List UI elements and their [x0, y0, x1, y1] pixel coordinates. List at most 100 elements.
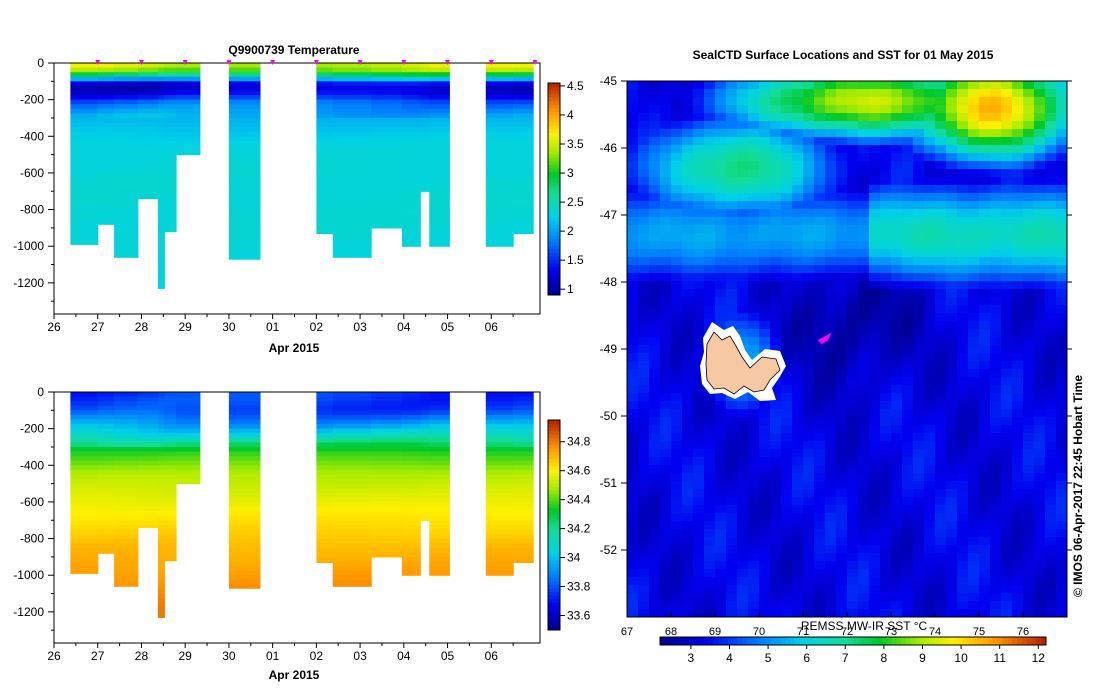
- sst-cell: [891, 521, 903, 530]
- sst-cell: [759, 601, 771, 610]
- sst-cell: [847, 241, 859, 250]
- sst-cell: [792, 161, 804, 170]
- sst-cell: [682, 433, 694, 442]
- section-cell: [429, 561, 450, 567]
- section-cell: [316, 163, 334, 169]
- sst-cell: [869, 585, 881, 594]
- sst-cell: [660, 609, 672, 617]
- sst-cell: [858, 137, 870, 146]
- section-cell: [157, 177, 165, 183]
- sst-cell: [638, 185, 650, 194]
- section-cell: [316, 419, 334, 425]
- sst-cell: [891, 441, 903, 450]
- sst-cell: [858, 353, 870, 362]
- sst-cell: [891, 105, 903, 114]
- sst-cell: [957, 193, 969, 202]
- section-cell: [228, 414, 261, 421]
- sst-cell: [858, 337, 870, 346]
- sst-cell: [924, 185, 936, 194]
- section-cell: [164, 205, 177, 211]
- sst-cell: [638, 577, 650, 586]
- sst-cell: [1045, 473, 1057, 482]
- section-cell: [316, 113, 334, 119]
- sst-cell: [660, 305, 672, 314]
- sst-cell: [671, 313, 683, 322]
- sst-cell: [671, 297, 683, 306]
- sst-cell: [924, 177, 936, 186]
- sst-cell: [748, 577, 760, 586]
- sst-cell: [1034, 321, 1046, 330]
- sst-cell: [880, 337, 892, 346]
- section-cell: [114, 145, 139, 151]
- sst-cell: [836, 401, 848, 410]
- sst-cell: [748, 345, 760, 354]
- sst-cell: [924, 585, 936, 594]
- section-cell: [371, 447, 403, 453]
- section-cell: [485, 186, 514, 192]
- sst-cell: [726, 185, 738, 194]
- section-cell: [70, 479, 99, 485]
- sst-cell: [638, 193, 650, 202]
- section-cell: [485, 433, 514, 439]
- sst-cell: [957, 321, 969, 330]
- sst-cell: [770, 337, 782, 346]
- colorbar-step: [548, 532, 560, 536]
- colorbar-step: [548, 483, 560, 487]
- section-cell: [176, 465, 201, 471]
- sst-cell: [924, 569, 936, 578]
- sst-cell: [946, 305, 958, 314]
- sst-cell: [627, 473, 639, 482]
- sst-cell: [990, 249, 1002, 258]
- sst-cell: [781, 97, 793, 106]
- sst-cell: [726, 201, 738, 210]
- section-cell: [420, 433, 430, 439]
- sst-cell: [737, 305, 749, 314]
- section-cell: [114, 191, 139, 197]
- sst-cell: [825, 313, 837, 322]
- section-cell: [513, 182, 534, 188]
- section-cell: [485, 127, 514, 133]
- colorbar-tick-label: 34.2: [567, 522, 591, 536]
- sst-cell: [737, 337, 749, 346]
- colorbar-step: [548, 486, 560, 491]
- sst-cell: [781, 281, 793, 290]
- sst-cell: [935, 393, 947, 402]
- sst-cell: [1012, 353, 1024, 362]
- sst-cell: [781, 177, 793, 186]
- sst-cell: [836, 361, 848, 370]
- sst-cell: [880, 233, 892, 242]
- sst-cell: [660, 265, 672, 274]
- sst-cell: [1001, 257, 1013, 266]
- section-cell: [157, 515, 165, 521]
- section-cell: [316, 465, 334, 471]
- sst-cell: [1045, 393, 1057, 402]
- section-cell: [316, 492, 334, 498]
- sst-cell: [869, 297, 881, 306]
- sst-cell: [924, 545, 936, 554]
- colorbar-step: [548, 164, 560, 169]
- section-cell: [420, 163, 430, 169]
- sst-cell: [1045, 241, 1057, 250]
- sst-cell: [913, 161, 925, 170]
- section-cell: [332, 520, 372, 526]
- sst-cell: [968, 449, 980, 458]
- section-cell: [402, 81, 421, 87]
- sst-cell: [924, 257, 936, 266]
- sst-cell: [792, 241, 804, 250]
- sst-cell: [693, 393, 705, 402]
- sst-cell: [1023, 121, 1035, 130]
- sst-cell: [836, 129, 848, 138]
- section-cell: [371, 168, 403, 174]
- section-cell: [429, 506, 450, 512]
- section-cell: [157, 456, 165, 462]
- section-cell: [137, 99, 159, 105]
- colorbar-step: [548, 291, 560, 296]
- sst-cell: [847, 217, 859, 226]
- sst-cell: [803, 137, 815, 146]
- section-cell: [157, 241, 165, 247]
- section-cell: [157, 442, 165, 448]
- section-cell: [97, 447, 115, 453]
- seal-location-marker: [817, 332, 832, 345]
- section-cell: [228, 127, 261, 133]
- section-cell: [332, 85, 372, 92]
